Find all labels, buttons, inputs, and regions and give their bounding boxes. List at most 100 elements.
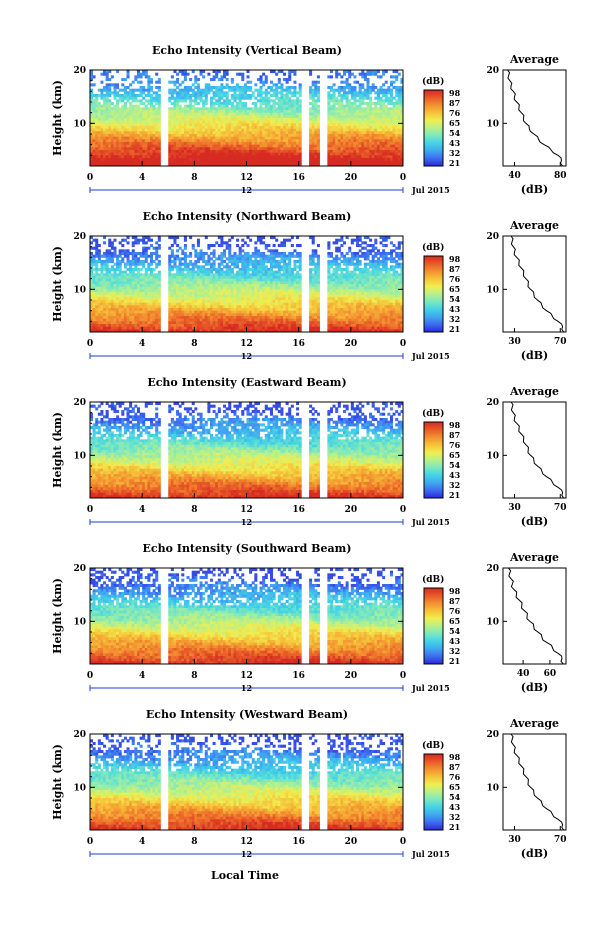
- heatmap-cell: [123, 254, 127, 258]
- heatmap-cell: [384, 128, 388, 132]
- heatmap-cell: [92, 152, 96, 156]
- heatmap-cell: [97, 112, 101, 116]
- heatmap-cell: [238, 120, 242, 124]
- heatmap-cell: [311, 107, 315, 111]
- heatmap-cell: [147, 273, 151, 277]
- heatmap-cell: [358, 120, 362, 124]
- heatmap-cell: [110, 276, 114, 280]
- heatmap-cell: [241, 78, 245, 82]
- heatmap-cell: [144, 273, 148, 277]
- heatmap-cell: [194, 115, 198, 119]
- heatmap-cell: [168, 289, 172, 293]
- heatmap-cell: [389, 142, 393, 146]
- heatmap-cell: [173, 236, 177, 240]
- heatmap-cell: [382, 99, 386, 103]
- x-tick-label: 0: [400, 173, 406, 183]
- heatmap-cell: [332, 115, 336, 119]
- heatmap-cell: [97, 276, 101, 280]
- heatmap-cell: [176, 160, 180, 164]
- heatmap-cell: [316, 91, 320, 95]
- heatmap-cell: [225, 142, 229, 146]
- heatmap-cell: [363, 88, 367, 92]
- heatmap-cell: [176, 72, 180, 76]
- heatmap-cell: [329, 278, 333, 282]
- heatmap-cell: [233, 120, 237, 124]
- heatmap-cell: [251, 118, 255, 122]
- heatmap-cell: [246, 265, 250, 269]
- heatmap-cell: [343, 144, 347, 148]
- heatmap-cell: [233, 91, 237, 95]
- heatmap-cell: [356, 236, 360, 240]
- heatmap-cell: [343, 94, 347, 98]
- heatmap-cell: [155, 289, 159, 293]
- heatmap-cell: [272, 102, 276, 106]
- heatmap-cell: [267, 110, 271, 114]
- heatmap-cell: [395, 163, 399, 167]
- heatmap-cell: [238, 94, 242, 98]
- heatmap-cell: [129, 150, 133, 154]
- heatmap-cell: [311, 155, 315, 159]
- heatmap-cell: [358, 94, 362, 98]
- heatmap-cell: [189, 260, 193, 264]
- heatmap-cell: [199, 115, 203, 119]
- heatmap-cell: [228, 284, 232, 288]
- heatmap-cell: [241, 128, 245, 132]
- heatmap-cell: [259, 102, 263, 106]
- heatmap-cell: [207, 118, 211, 122]
- heatmap-cell: [147, 142, 151, 146]
- heatmap-cell: [382, 126, 386, 130]
- heatmap-cell: [108, 86, 112, 90]
- heatmap-cell: [126, 118, 130, 122]
- heatmap-cell: [212, 96, 216, 100]
- heatmap-cell: [105, 281, 109, 285]
- heatmap-cell: [374, 252, 378, 256]
- heatmap-cell: [105, 160, 109, 164]
- heatmap-cell: [329, 136, 333, 140]
- heatmap-cell: [144, 270, 148, 274]
- heatmap-cell: [108, 152, 112, 156]
- heatmap-cell: [144, 281, 148, 285]
- heatmap-cell: [269, 276, 273, 280]
- heatmap-cell: [131, 80, 135, 84]
- heatmap-cell: [309, 70, 313, 74]
- heatmap-cell: [142, 265, 146, 269]
- heatmap-cell: [204, 115, 208, 119]
- heatmap-cell: [241, 131, 245, 135]
- heatmap-cell: [92, 75, 96, 79]
- heatmap-cell: [155, 99, 159, 103]
- heatmap-cell: [95, 238, 99, 242]
- heatmap-cell: [215, 94, 219, 98]
- heatmap-cell: [327, 265, 331, 269]
- heatmap-cell: [332, 273, 336, 277]
- heatmap-cell: [223, 284, 227, 288]
- heatmap-cell: [249, 262, 253, 266]
- heatmap-cell: [170, 152, 174, 156]
- heatmap-cell: [152, 144, 156, 148]
- heatmap-cell: [142, 123, 146, 127]
- heatmap-cell: [285, 147, 289, 151]
- heatmap-cell: [335, 128, 339, 132]
- y-axis-label: Height (km): [51, 246, 64, 322]
- heatmap-cell: [327, 284, 331, 288]
- heatmap-cell: [212, 262, 216, 266]
- heatmap-cell: [189, 284, 193, 288]
- heatmap-cell: [356, 252, 360, 256]
- heatmap-cell: [246, 115, 250, 119]
- heatmap-cell: [267, 163, 271, 167]
- heatmap-cell: [290, 110, 294, 114]
- heatmap-cell: [134, 147, 138, 151]
- heatmap-cell: [113, 142, 117, 146]
- heatmap-cell: [374, 107, 378, 111]
- heatmap-cell: [223, 104, 227, 108]
- heatmap-cell: [100, 273, 104, 277]
- heatmap-cell: [178, 107, 182, 111]
- heatmap-cell: [382, 281, 386, 285]
- heatmap-cell: [280, 260, 284, 264]
- heatmap-cell: [155, 262, 159, 266]
- heatmap-cell: [369, 265, 373, 269]
- heatmap-cell: [343, 152, 347, 156]
- heatmap-cell: [340, 134, 344, 138]
- heatmap-cell: [316, 107, 320, 111]
- heatmap-cell: [121, 112, 125, 116]
- heatmap-cell: [147, 115, 151, 119]
